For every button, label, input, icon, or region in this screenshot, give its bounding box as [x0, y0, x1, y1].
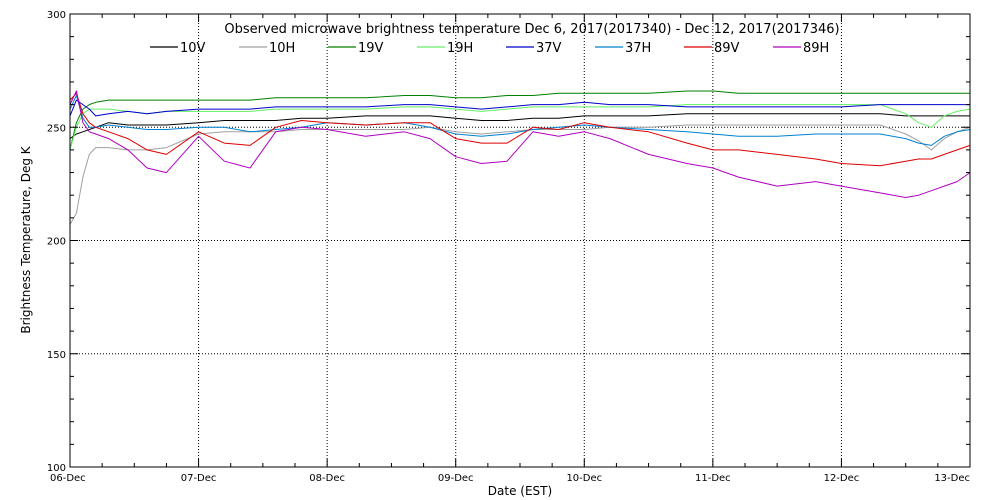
- x-tick-label: 06-Dec: [50, 473, 86, 484]
- y-tick-label: 300: [47, 10, 66, 21]
- chart-title: Observed microwave brightness temperatur…: [224, 22, 839, 37]
- y-tick-labels: 100 150 200 250 300: [47, 10, 66, 474]
- legend: 10V 10H 19V 19H 37V 37H 89V 89H: [150, 41, 829, 56]
- series-line-10h: [69, 124, 971, 225]
- x-tick-label: 08-Dec: [309, 473, 345, 484]
- series-line-37v: [69, 99, 970, 117]
- series-line-89h: [69, 90, 971, 198]
- x-tick-labels: 06-Dec 07-Dec 08-Dec 09-Dec 10-Dec 11-Dec 12-D…: [50, 473, 970, 484]
- x-tick-label: 12-Dec: [824, 473, 860, 484]
- legend-label-10h: 10H: [269, 41, 295, 56]
- legend-label-19h: 19H: [447, 41, 473, 56]
- series-line-37h: [69, 95, 971, 146]
- legend-label-89v: 89V: [714, 41, 740, 56]
- y-tick-label: 250: [47, 123, 66, 134]
- x-tick-label: 10-Dec: [566, 473, 602, 484]
- y-axis-title: Brightness Temperature, Deg K: [19, 145, 33, 333]
- y-tick-label: 150: [47, 350, 66, 361]
- series-lines: [69, 90, 971, 225]
- series-line-10v: [69, 113, 970, 140]
- ticks: [69, 13, 971, 468]
- series-line-19v: [69, 90, 970, 151]
- legend-label-19v: 19V: [358, 41, 384, 56]
- x-tick-label: 07-Dec: [181, 473, 217, 484]
- y-tick-label: 100: [47, 463, 66, 474]
- x-axis-title: Date (EST): [488, 484, 552, 498]
- legend-label-89h: 89H: [803, 41, 829, 56]
- legend-label-10v: 10V: [180, 41, 206, 56]
- y-tick-label: 200: [47, 237, 66, 248]
- grid: [70, 14, 970, 467]
- x-tick-label: 09-Dec: [438, 473, 474, 484]
- legend-label-37h: 37H: [625, 41, 651, 56]
- x-tick-label: 11-Dec: [695, 473, 731, 484]
- legend-label-37v: 37V: [536, 41, 562, 56]
- x-tick-label: 13-Dec: [934, 473, 970, 484]
- series-line-89v: [69, 92, 971, 167]
